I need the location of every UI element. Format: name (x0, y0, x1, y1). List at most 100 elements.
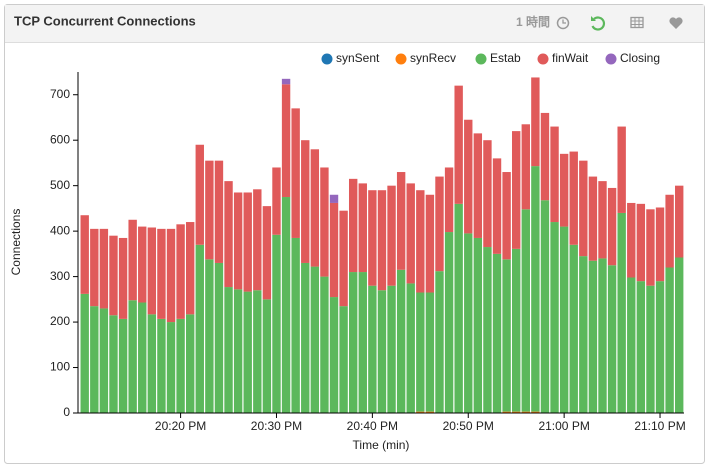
bar-segment (646, 209, 655, 286)
bar-segment (205, 160, 214, 260)
bar-segment (598, 181, 607, 259)
bar-segment (301, 262, 310, 413)
clock-icon[interactable] (556, 16, 570, 30)
bar-segment (224, 181, 233, 288)
bar-segment (233, 192, 243, 290)
legend-swatch (321, 53, 333, 65)
bar-segment (99, 308, 109, 413)
y-tick-label: 500 (50, 178, 70, 192)
bar-segment (128, 219, 137, 301)
bar-segment (233, 289, 243, 413)
table-icon[interactable] (630, 16, 644, 29)
bar-segment (329, 297, 339, 413)
bar-segment (291, 237, 300, 413)
bar-segment (281, 84, 291, 198)
bar-segment (559, 226, 569, 413)
bar-segment (138, 226, 147, 303)
bar-segment (655, 207, 665, 282)
bar-segment (176, 318, 185, 413)
time-range[interactable]: 1 時間 (516, 14, 550, 29)
bar-segment (502, 411, 511, 413)
bar-segment (339, 306, 348, 413)
bar-segment (435, 176, 444, 272)
bar-segment (348, 178, 358, 273)
x-tick-label: 20:40 PM (347, 419, 398, 433)
bar-segment (473, 237, 483, 413)
bar-segment (358, 272, 367, 413)
bar-segment (377, 190, 387, 291)
bar-segment (569, 244, 578, 413)
bar-segment (281, 78, 291, 85)
bar-segment (368, 285, 377, 413)
bar-segment (90, 228, 99, 307)
bar-segment (109, 235, 118, 316)
bar-segment (243, 192, 252, 292)
bar-segment (281, 197, 291, 413)
bar-segment (665, 194, 674, 268)
bar-segment (396, 269, 406, 413)
legend-swatch (605, 53, 617, 65)
bar-segment (406, 283, 415, 413)
bar-segment (464, 119, 473, 234)
bar-segment (435, 271, 444, 413)
bar-segment (214, 160, 224, 263)
bar-segment (195, 244, 204, 413)
bar-segment (147, 314, 157, 413)
panel-title: TCP Concurrent Connections (14, 13, 196, 28)
favorite-icon[interactable] (669, 17, 683, 29)
bar-segment (291, 108, 300, 238)
bar-segment (425, 194, 435, 293)
bar-segment (214, 262, 224, 413)
bar-segment (406, 183, 415, 284)
bar-segment (521, 411, 530, 413)
bar-segment (617, 126, 626, 213)
bar-segment (454, 203, 463, 413)
bar-segment (253, 290, 262, 413)
bar-segment (387, 185, 396, 286)
bar-segment (329, 194, 339, 203)
bar-segment (109, 315, 118, 413)
y-tick-label: 0 (63, 405, 70, 419)
bar-segment (492, 158, 502, 254)
legend-label: Estab (490, 51, 521, 65)
bar-segment (118, 237, 128, 319)
legend-swatch (475, 53, 487, 65)
bar-segment (185, 314, 195, 413)
bar-segment (176, 224, 185, 319)
bar-segment (550, 126, 559, 223)
bar-segment (128, 300, 137, 413)
bar-segment (665, 267, 674, 413)
legend-swatch (537, 53, 549, 65)
bar-segment (675, 185, 684, 258)
bar-segment (483, 247, 492, 413)
bar-segment (473, 133, 483, 238)
bar-segment (512, 131, 521, 249)
bar-segment (425, 411, 435, 413)
bar-segment (157, 318, 166, 413)
bar-segment (368, 190, 377, 286)
panel-header (5, 5, 704, 42)
bar-segment (531, 411, 540, 413)
bar-segment (531, 77, 540, 167)
bar-segment (646, 285, 655, 413)
x-tick-label: 20:20 PM (155, 419, 206, 433)
bar-segment (118, 318, 128, 413)
bar-segment (492, 253, 502, 413)
bar-segment (358, 183, 367, 273)
bar-segment (588, 176, 598, 261)
bar-segment (138, 302, 147, 413)
bar-segment (310, 266, 320, 413)
bar-segment (348, 272, 358, 413)
bar-segment (675, 257, 684, 413)
bar-segment (301, 140, 310, 263)
bar-segment (559, 153, 569, 227)
legend-swatch (395, 53, 407, 65)
legend-label: synSent (336, 51, 380, 65)
y-tick-label: 100 (50, 360, 70, 374)
bar-segment (512, 248, 521, 412)
refresh-icon[interactable] (591, 16, 606, 31)
x-tick-label: 20:30 PM (251, 419, 302, 433)
bar-segment (598, 258, 607, 413)
bar-segment (540, 112, 550, 201)
